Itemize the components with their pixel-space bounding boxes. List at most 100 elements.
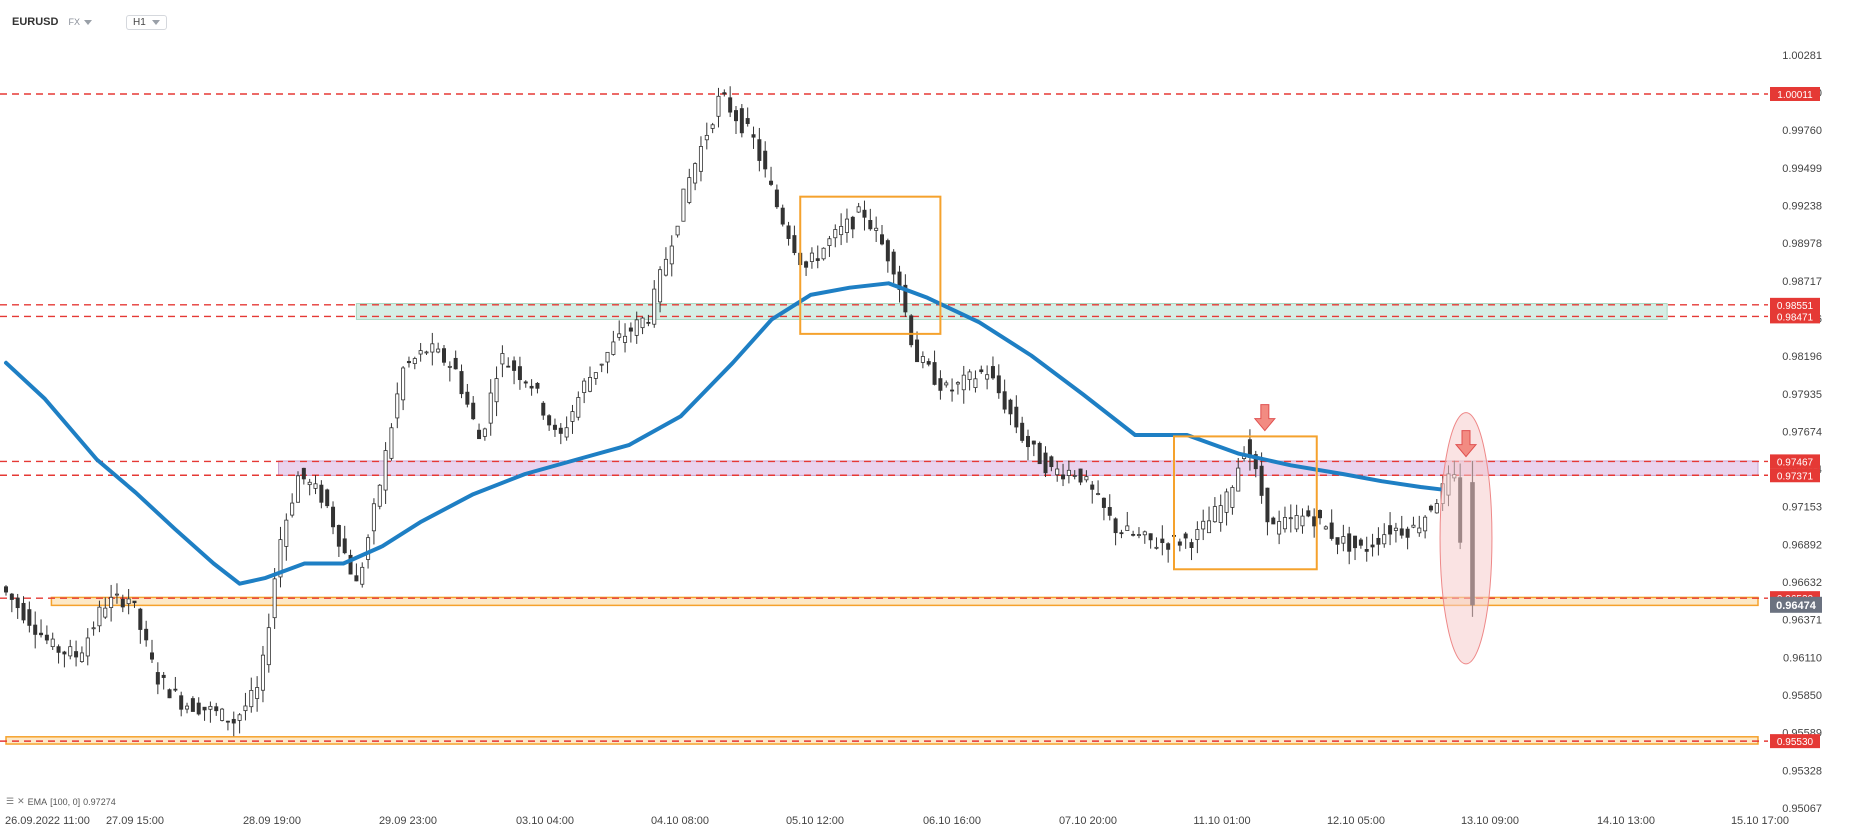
- arrow-down-icon: [1454, 430, 1478, 458]
- candle-body: [1160, 538, 1165, 544]
- candle-body: [1101, 497, 1106, 508]
- candle-body: [844, 218, 849, 233]
- candle-body: [693, 163, 698, 184]
- candle-body: [1376, 537, 1381, 545]
- candle-body: [786, 225, 791, 239]
- candle-body: [447, 365, 452, 368]
- pattern-box-1: [1173, 435, 1318, 571]
- candle-body: [804, 261, 809, 268]
- candle-body: [704, 134, 709, 141]
- candle-body: [780, 207, 785, 225]
- candle-body: [996, 375, 1001, 394]
- candle-body: [564, 427, 569, 438]
- candle-body: [1072, 475, 1077, 477]
- candle-body: [1277, 521, 1282, 535]
- candle-body: [950, 389, 955, 392]
- candle-body: [1300, 515, 1305, 527]
- candle-body: [342, 538, 347, 554]
- candle-body: [208, 705, 213, 710]
- candle-body: [459, 371, 464, 395]
- candle-body: [529, 385, 534, 389]
- current-price-label: 0.96474: [1776, 600, 1817, 612]
- pattern-box-0: [799, 195, 942, 335]
- y-tick-label: 0.97153: [1782, 502, 1822, 514]
- candle-body: [430, 343, 435, 353]
- candle-body: [1037, 442, 1042, 465]
- candle-body: [1265, 487, 1270, 523]
- candle-body: [1049, 456, 1054, 468]
- candle-body: [155, 672, 160, 685]
- candle-body: [1306, 510, 1311, 517]
- candle-body: [103, 607, 108, 618]
- candle-body: [1166, 543, 1171, 550]
- candle-body: [891, 251, 896, 275]
- candle-body: [1078, 468, 1083, 483]
- candle-body: [990, 366, 995, 379]
- candle-body: [570, 411, 575, 422]
- candle-body: [588, 377, 593, 392]
- candle-body: [371, 503, 376, 532]
- candle-body: [471, 402, 476, 420]
- candle-body: [132, 600, 137, 604]
- x-tick-label: 27.09 15:00: [106, 815, 164, 827]
- market-selector[interactable]: FX: [68, 17, 92, 27]
- candle-body: [1388, 525, 1393, 535]
- candle-body: [523, 381, 528, 384]
- candle-body: [815, 258, 820, 261]
- candle-body: [348, 554, 353, 575]
- candle-body: [1066, 469, 1071, 476]
- support-band-1: [5, 736, 1759, 745]
- candle-body: [669, 245, 674, 265]
- y-tick-label: 0.95067: [1782, 803, 1822, 815]
- candle-body: [21, 602, 26, 621]
- candle-body: [675, 225, 680, 236]
- candle-body: [1207, 520, 1212, 534]
- candle-body: [593, 372, 598, 379]
- candle-body: [985, 374, 990, 380]
- candle-body: [1353, 535, 1358, 549]
- candle-body: [27, 609, 32, 626]
- candle-body: [769, 180, 774, 185]
- candle-body: [1393, 527, 1398, 531]
- candle-body: [9, 593, 14, 600]
- candle-body: [15, 597, 20, 609]
- candle-body: [1382, 534, 1387, 545]
- candle-body: [1230, 487, 1235, 508]
- candle-body: [1434, 503, 1439, 514]
- candle-body: [295, 475, 300, 503]
- y-tick-label: 0.96632: [1782, 577, 1822, 589]
- candle-body: [663, 258, 668, 276]
- candle-body: [231, 718, 236, 724]
- candle-body: [827, 238, 832, 246]
- settings-icon[interactable]: ☰: [6, 796, 15, 806]
- close-icon[interactable]: ✕: [17, 796, 25, 806]
- candle-body: [465, 391, 470, 405]
- candle-body: [1113, 518, 1118, 534]
- candle-body: [885, 240, 890, 262]
- candle-body: [611, 341, 616, 355]
- candle-body: [109, 596, 114, 608]
- candle-body: [161, 674, 166, 678]
- candle-body: [1294, 515, 1299, 530]
- highlight-ellipse: [1439, 412, 1493, 665]
- timeframe-selector[interactable]: H1: [125, 14, 167, 30]
- candle-body: [1323, 526, 1328, 530]
- candle-body: [196, 702, 201, 715]
- indicator-legend: ☰ ✕ EMA [100, 0] 0.97274: [6, 796, 116, 807]
- candle-body: [839, 225, 844, 236]
- candle-body: [734, 110, 739, 122]
- candle-body: [512, 360, 517, 371]
- candle-body: [202, 706, 207, 711]
- candle-body: [290, 502, 295, 516]
- candle-body: [862, 209, 867, 218]
- symbol-label[interactable]: EURUSD: [12, 16, 59, 28]
- candle-body: [687, 177, 692, 203]
- candle-body: [482, 428, 487, 437]
- candle-body: [1399, 528, 1404, 536]
- indicator-params: [100, 0]: [50, 796, 81, 807]
- x-tick-label: 04.10 08:00: [651, 815, 709, 827]
- candle-body: [698, 146, 703, 172]
- candle-body: [1312, 516, 1317, 527]
- candle-body: [1008, 399, 1013, 415]
